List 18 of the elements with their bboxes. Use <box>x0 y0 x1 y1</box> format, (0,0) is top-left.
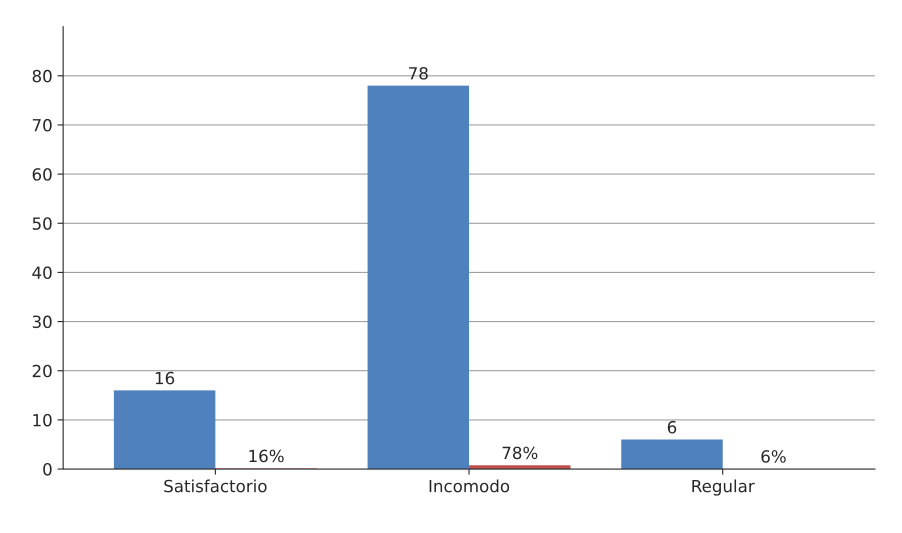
data-label: 6% <box>761 450 786 463</box>
data-label: 78 <box>409 67 428 80</box>
y-tick-label: 10 <box>33 414 52 426</box>
y-tick-label: 60 <box>32 168 52 181</box>
y-tick-label: 80 <box>32 70 52 82</box>
data-label: 78% <box>502 446 538 460</box>
x-tick-label: Regular <box>692 479 755 496</box>
y-tick-label: 40 <box>32 266 52 279</box>
data-label: 16 <box>156 372 174 384</box>
x-tick-label: Incomodo <box>430 479 510 492</box>
y-tick-label: 70 <box>32 118 52 132</box>
y-tick-label: 20 <box>32 364 52 378</box>
y-tick-label: 30 <box>32 316 52 328</box>
y-tick-label: 50 <box>32 217 52 230</box>
data-label: 16% <box>249 450 284 462</box>
y-tick-label: 0 <box>43 463 52 476</box>
x-tick-label: Satisfactorio <box>164 479 267 492</box>
data-label: 6 <box>668 420 676 434</box>
